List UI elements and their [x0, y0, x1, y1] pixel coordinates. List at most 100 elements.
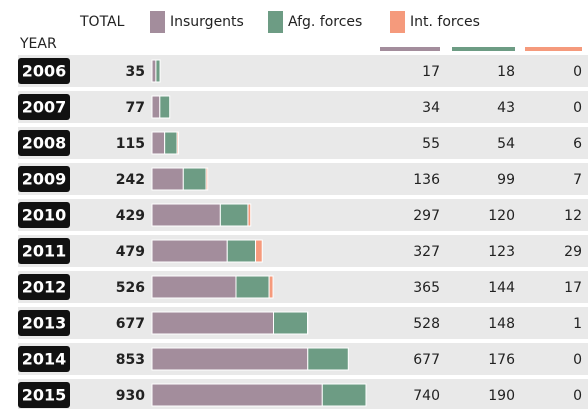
row-background — [18, 235, 588, 267]
bar-segment — [151, 239, 228, 263]
value-label: 6 — [573, 136, 582, 152]
value-label: 12 — [564, 208, 582, 224]
bar-segment — [151, 383, 323, 407]
value-label: 43 — [497, 100, 515, 116]
value-label: 0 — [573, 388, 582, 404]
value-label: 34 — [422, 100, 440, 116]
legend-swatch — [150, 11, 165, 33]
value-label: 17 — [564, 280, 582, 296]
total-label: 429 — [116, 208, 145, 224]
year-label: 2006 — [22, 62, 67, 81]
value-label: 365 — [413, 280, 440, 296]
value-label: 0 — [573, 100, 582, 116]
value-label: 190 — [488, 388, 515, 404]
bar-segment — [205, 167, 209, 191]
legend-label: Int. forces — [410, 14, 480, 30]
total-label: 677 — [116, 316, 145, 332]
year-badge — [18, 382, 70, 408]
year-label: 2014 — [22, 350, 67, 369]
value-label: 136 — [413, 172, 440, 188]
bar-segment — [151, 59, 157, 83]
bar-segment — [151, 95, 161, 119]
value-label: 29 — [564, 244, 582, 260]
year-label: 2012 — [22, 278, 67, 297]
year-badge — [18, 202, 70, 228]
year-label: 2009 — [22, 170, 67, 189]
value-label: 740 — [413, 388, 440, 404]
bar-segment — [182, 167, 207, 191]
bar-segment — [219, 203, 249, 227]
value-label: 18 — [497, 64, 515, 80]
value-label: 297 — [413, 208, 440, 224]
value-label: 1 — [573, 316, 582, 332]
column-header-bar — [380, 47, 440, 51]
total-label: 242 — [116, 172, 145, 188]
value-label: 99 — [497, 172, 515, 188]
bar-segment — [235, 275, 270, 299]
bar-segment — [151, 167, 184, 191]
total-label: 526 — [116, 280, 145, 296]
bar-segment — [151, 203, 221, 227]
row-background — [18, 271, 588, 303]
legend-swatch — [390, 11, 405, 33]
year-label: 2007 — [22, 98, 67, 117]
row-background — [18, 199, 588, 231]
bar-segment — [155, 59, 161, 83]
row-header: YEAR — [19, 36, 57, 52]
year-label: 2015 — [22, 386, 67, 405]
row-background — [18, 55, 588, 87]
column-header-bar — [452, 47, 515, 51]
value-label: 677 — [413, 352, 440, 368]
total-label: 853 — [116, 352, 145, 368]
year-label: 2013 — [22, 314, 67, 333]
legend-swatch — [268, 11, 283, 33]
total-label: 479 — [116, 244, 145, 260]
bar-segment — [321, 383, 367, 407]
bar-segment — [272, 311, 309, 335]
year-label: 2011 — [22, 242, 67, 261]
legend-label: Afg. forces — [288, 14, 362, 30]
value-label: 55 — [422, 136, 440, 152]
year-badge — [18, 310, 70, 336]
bar-segment — [164, 131, 178, 155]
row-background — [18, 127, 588, 159]
bar-segment — [226, 239, 257, 263]
total-label: 115 — [116, 136, 145, 152]
column-header-bar — [525, 47, 582, 51]
legend-label: Insurgents — [170, 14, 244, 30]
bar-segment — [151, 275, 237, 299]
bar-segment — [159, 95, 171, 119]
row-background — [18, 91, 588, 123]
year-badge — [18, 274, 70, 300]
value-label: 327 — [413, 244, 440, 260]
value-label: 54 — [497, 136, 515, 152]
year-badge — [18, 130, 70, 156]
bar-segment — [307, 347, 349, 371]
row-background — [18, 163, 588, 195]
year-label: 2008 — [22, 134, 67, 153]
value-label: 17 — [422, 64, 440, 80]
value-label: 0 — [573, 352, 582, 368]
bar-segment — [247, 203, 252, 227]
value-label: 176 — [488, 352, 515, 368]
bar-segment — [151, 347, 309, 371]
year-badge — [18, 58, 70, 84]
total-header: TOTAL — [79, 14, 125, 30]
bar-segment — [151, 311, 274, 335]
value-label: 7 — [573, 172, 582, 188]
value-label: 528 — [413, 316, 440, 332]
year-label: 2010 — [22, 206, 67, 225]
value-label: 123 — [488, 244, 515, 260]
year-badge — [18, 238, 70, 264]
value-label: 120 — [488, 208, 515, 224]
bar-segment — [176, 131, 179, 155]
value-label: 0 — [573, 64, 582, 80]
year-badge — [18, 346, 70, 372]
bar-segment — [268, 275, 274, 299]
value-label: 144 — [488, 280, 515, 296]
bar-segment — [255, 239, 263, 263]
year-badge — [18, 94, 70, 120]
year-badge — [18, 166, 70, 192]
total-label: 930 — [116, 388, 145, 404]
